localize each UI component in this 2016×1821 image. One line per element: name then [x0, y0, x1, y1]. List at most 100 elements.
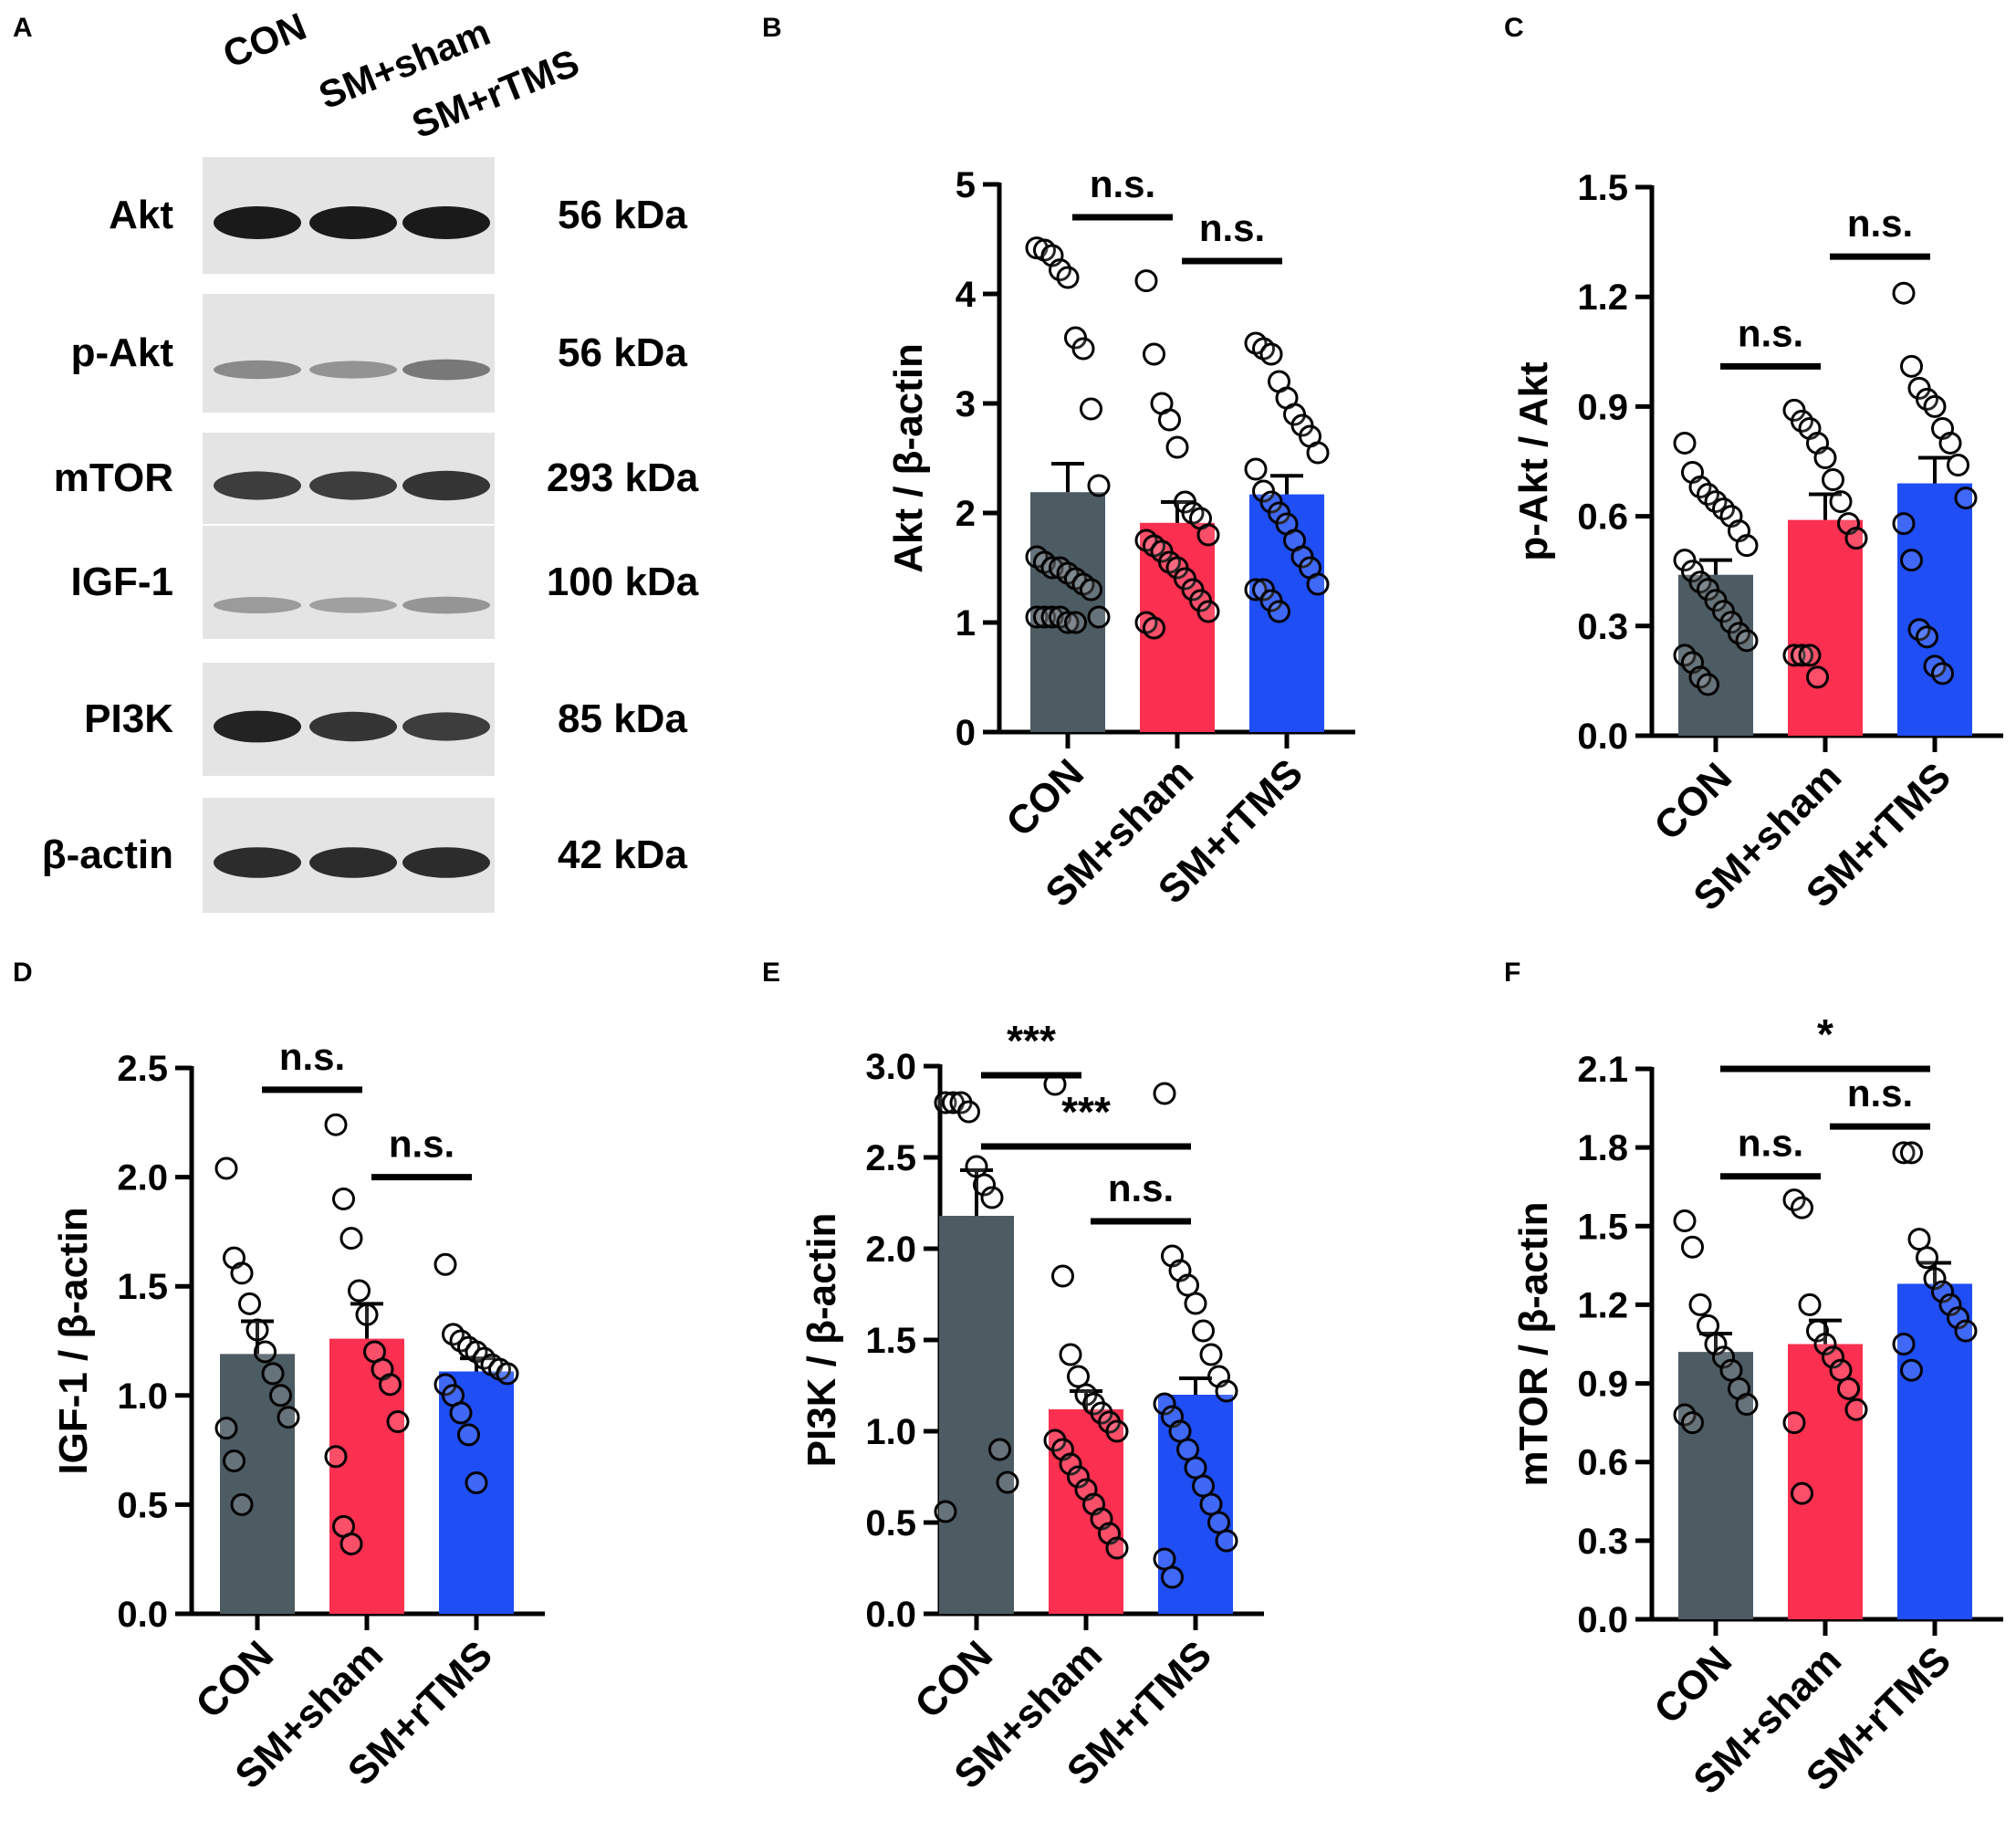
y-tick-label: 0: [956, 713, 976, 753]
data-point: [348, 1279, 371, 1303]
data-point: [1059, 1452, 1082, 1476]
data-point: [1954, 487, 1978, 510]
data-point: [1735, 534, 1759, 558]
data-point: [1916, 625, 1938, 649]
y-tick-label: 2.5: [865, 1138, 916, 1178]
y-tick-label: 1.0: [865, 1412, 916, 1452]
y-tick-label: 0.0: [1577, 1600, 1628, 1640]
data-point: [1697, 673, 1719, 696]
chart-c: 0.00.30.60.91.21.5p-Akt / AktCONSM+shamS…: [1511, 168, 2003, 919]
band-actin-sm-rtms: [402, 847, 490, 878]
y-tick-label: 2.5: [117, 1049, 168, 1089]
protein-label-igf-1: IGF-1: [71, 560, 173, 604]
band-igf-1-sm-rtms: [402, 596, 490, 614]
y-tick-label: 3: [956, 384, 976, 424]
panel-letter-a: A: [13, 13, 33, 43]
y-axis-label-d: IGF-1 / β-actin: [51, 1207, 96, 1474]
significance-label: n.s.: [389, 1123, 454, 1166]
bar-sm-rtms: [1897, 483, 1972, 736]
data-point: [254, 1340, 277, 1364]
data-point: [324, 1113, 348, 1136]
band-akt-sm-sham: [309, 206, 397, 239]
x-tick-label-con: CON: [1645, 754, 1740, 849]
data-point: [355, 1303, 379, 1326]
y-tick-label: 0.3: [1577, 607, 1628, 647]
data-point: [1153, 1392, 1176, 1416]
blot-strip-p-akt: [203, 294, 495, 413]
data-point: [261, 1362, 285, 1386]
data-point: [1033, 605, 1056, 629]
kda-label-mtor: 293 kDa: [547, 455, 699, 500]
data-point: [1916, 1246, 1938, 1270]
bar-sm-sham: [1788, 519, 1863, 736]
significance-label: n.s.: [1108, 1167, 1174, 1209]
band-akt-sm-rtms: [402, 206, 490, 239]
data-point: [1196, 600, 1220, 623]
data-point: [1105, 1536, 1129, 1560]
bar-sm-sham: [1788, 1344, 1863, 1619]
y-tick-label: 0.5: [865, 1503, 916, 1544]
data-point: [973, 1173, 996, 1197]
data-point: [996, 1470, 1019, 1494]
y-tick-label: 1.8: [1577, 1128, 1628, 1168]
data-point: [1158, 408, 1181, 432]
data-point: [1143, 616, 1165, 640]
data-point: [980, 1186, 1004, 1209]
y-tick-label: 1.5: [117, 1267, 168, 1307]
data-point: [277, 1406, 300, 1429]
data-point: [1080, 578, 1102, 602]
data-point: [1931, 1280, 1954, 1303]
data-point: [1244, 457, 1268, 481]
band-actin-sm-sham: [309, 847, 397, 878]
band-igf-1-sm-sham: [309, 597, 397, 613]
data-point: [1923, 1267, 1947, 1291]
y-tick-label: 4: [956, 275, 977, 315]
y-tick-label: 1.5: [1577, 1207, 1628, 1247]
data-point: [1735, 1393, 1759, 1417]
data-point: [1064, 611, 1087, 634]
data-point: [1947, 1306, 1969, 1330]
data-point: [1938, 1292, 1962, 1316]
data-point: [988, 1438, 1011, 1461]
y-tick-label: 0.5: [117, 1485, 168, 1525]
data-point: [449, 1401, 473, 1425]
data-point: [1806, 665, 1829, 689]
band-actin-con: [214, 847, 301, 878]
band-p-akt-sm-sham: [309, 361, 397, 379]
data-point: [1798, 644, 1822, 667]
y-tick-label: 0.6: [1577, 1443, 1628, 1483]
data-point: [379, 1373, 402, 1397]
data-point: [1735, 629, 1759, 653]
y-axis-label-c: p-Akt / Akt: [1511, 361, 1556, 561]
data-point: [1791, 1196, 1813, 1219]
data-point: [1782, 644, 1806, 667]
protein-label-mtor: mTOR: [54, 455, 173, 500]
panel-letter-f: F: [1504, 958, 1520, 988]
panel-letter-b: B: [762, 13, 782, 43]
data-point: [214, 1417, 238, 1440]
significance-label: ***: [1007, 1017, 1056, 1064]
lane-label-con: CON: [217, 5, 312, 77]
x-tick-label-con: CON: [906, 1632, 1001, 1727]
data-point: [332, 1188, 355, 1211]
significance-label: n.s.: [1738, 311, 1803, 354]
kda-label-akt: 56 kDa: [558, 193, 687, 237]
data-point: [1892, 1141, 1916, 1165]
y-tick-label: 0.0: [1577, 717, 1628, 757]
data-point: [324, 1445, 348, 1469]
data-point: [230, 1261, 254, 1285]
data-point: [1822, 468, 1844, 492]
data-point: [1791, 644, 1813, 667]
data-point: [1837, 1376, 1860, 1400]
data-point: [934, 1500, 957, 1523]
data-point: [1134, 269, 1158, 293]
data-point: [1822, 1345, 1844, 1369]
data-point: [1306, 572, 1330, 596]
y-tick-label: 2.1: [1577, 1050, 1628, 1090]
data-point: [1688, 1292, 1712, 1316]
data-point: [1067, 1465, 1090, 1489]
data-point: [957, 1100, 980, 1124]
data-point: [1900, 1358, 1923, 1382]
